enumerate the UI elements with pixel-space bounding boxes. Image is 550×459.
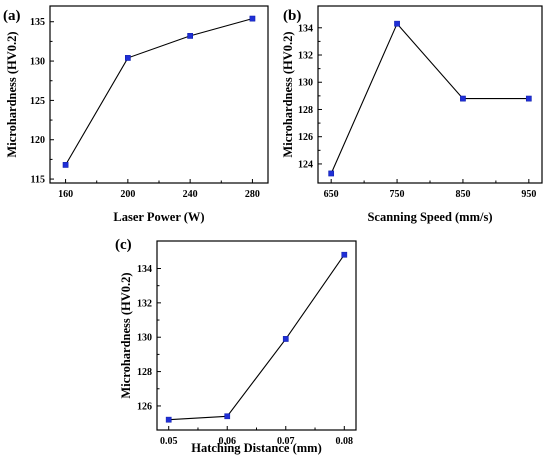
y-tick-label: 126 [298, 132, 313, 143]
x-tick-label: 0.05 [160, 436, 178, 447]
y-tick-label: 130 [30, 57, 45, 68]
x-tick-label: 950 [521, 189, 536, 200]
x-tick-label: 280 [245, 189, 260, 200]
y-axis-label: Microhardness (HV0.2) [281, 31, 295, 157]
data-point [525, 95, 532, 102]
y-tick-label: 134 [298, 23, 313, 34]
panel-label: (c) [115, 237, 132, 253]
panel-label: (a) [3, 8, 21, 24]
x-tick-label: 240 [183, 189, 198, 200]
plot-frame [156, 240, 357, 431]
x-axis-label: Scanning Speed (mm/s) [367, 210, 492, 224]
x-tick-label: 0.08 [336, 436, 354, 447]
chart-panel-3: (c) 0.05 0.06 0.07 0.08 126 128 130 132 134 Hatchi… [115, 237, 357, 455]
data-point [224, 413, 231, 420]
chart-panel-2: (b) 650 750 850 950 124 126 128 130 132 134 Scannin… [281, 5, 543, 224]
data-point [328, 170, 335, 177]
data-point [341, 251, 348, 258]
data-point [249, 15, 256, 22]
series-line [330, 22, 529, 174]
x-axis-label: Hatching Distance (mm) [191, 441, 322, 455]
series-line [168, 254, 345, 421]
data-point [125, 55, 131, 61]
y-tick-label: 125 [30, 96, 45, 107]
x-axis-label: Laser Power (W) [113, 210, 204, 224]
y-tick-label: 134 [137, 264, 152, 275]
y-tick-label: 135 [30, 17, 45, 28]
data-point [187, 33, 193, 39]
data-point [165, 416, 172, 423]
data-point [394, 20, 400, 27]
x-tick-label: 650 [324, 189, 339, 200]
y-tick-label: 124 [298, 159, 313, 170]
plot-frame [317, 5, 543, 184]
panel-label: (b) [283, 8, 301, 24]
data-point [282, 336, 289, 342]
x-tick-label: 200 [120, 189, 135, 200]
y-tick-label: 132 [137, 298, 152, 309]
y-tick-label: 120 [30, 135, 45, 146]
y-axis-label: Microhardness (HV0.2) [119, 272, 133, 398]
x-tick-label: 750 [390, 189, 405, 200]
chart-panel-1: (a) 160 200 240 280 115 120 125 130 135 Laser Powe… [3, 5, 269, 224]
y-tick-label: 130 [298, 78, 313, 89]
y-tick-label: 128 [137, 367, 152, 378]
series-line [65, 18, 253, 166]
y-tick-label: 128 [298, 105, 313, 116]
y-tick-label: 126 [137, 401, 152, 412]
x-tick-label: 0.06 [218, 436, 236, 447]
x-tick-label: 0.07 [277, 436, 295, 447]
y-tick-label: 130 [137, 333, 152, 344]
y-tick-label: 132 [298, 51, 313, 62]
y-tick-label: 115 [31, 175, 45, 186]
x-tick-label: 850 [455, 189, 470, 200]
y-axis-label: Microhardness (HV0.2) [5, 31, 19, 157]
data-point [62, 162, 69, 168]
plot-frame [49, 5, 269, 184]
x-tick-label: 160 [58, 189, 73, 200]
data-point [460, 95, 466, 102]
